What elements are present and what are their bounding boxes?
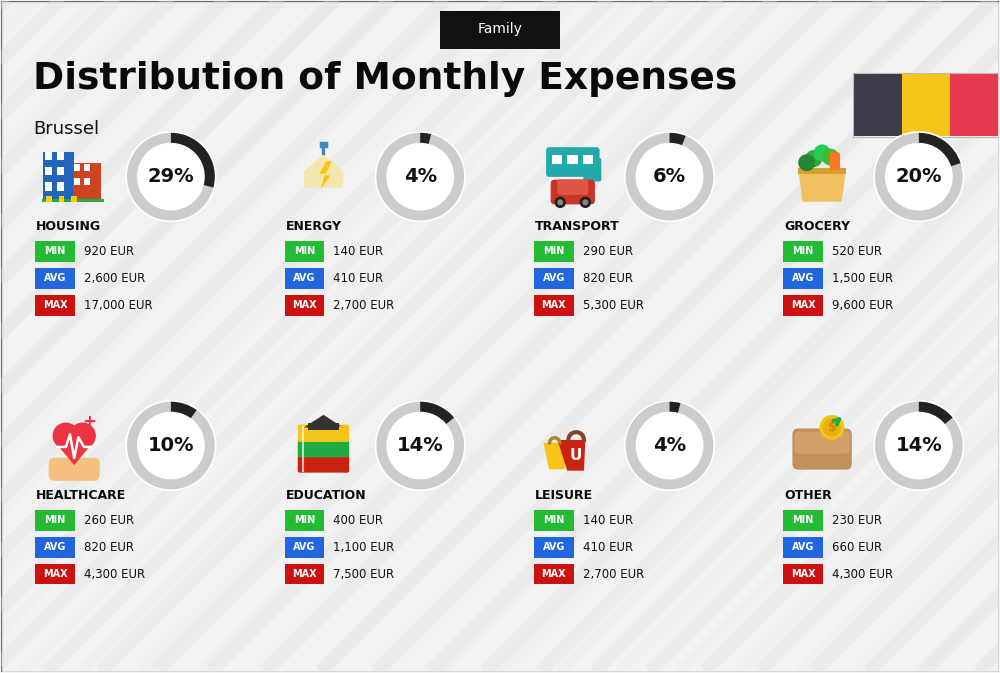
Text: 260 EUR: 260 EUR xyxy=(84,513,134,527)
FancyBboxPatch shape xyxy=(298,455,349,472)
Wedge shape xyxy=(127,402,215,489)
FancyBboxPatch shape xyxy=(285,268,324,289)
Text: MIN: MIN xyxy=(543,246,564,256)
Polygon shape xyxy=(543,443,566,469)
Text: GROCERY: GROCERY xyxy=(784,220,850,233)
Text: MAX: MAX xyxy=(791,300,815,310)
Text: MAX: MAX xyxy=(292,300,317,310)
Text: 2,700 EUR: 2,700 EUR xyxy=(333,299,395,312)
Text: 5,300 EUR: 5,300 EUR xyxy=(583,299,644,312)
FancyBboxPatch shape xyxy=(546,147,600,177)
FancyBboxPatch shape xyxy=(35,268,75,289)
FancyBboxPatch shape xyxy=(830,152,840,170)
Circle shape xyxy=(555,197,565,207)
FancyBboxPatch shape xyxy=(74,178,80,185)
Text: 14%: 14% xyxy=(895,436,942,455)
Text: MAX: MAX xyxy=(43,300,68,310)
Text: AVG: AVG xyxy=(792,542,814,552)
Wedge shape xyxy=(376,402,464,489)
Circle shape xyxy=(126,132,216,221)
Text: MIN: MIN xyxy=(793,516,814,525)
Polygon shape xyxy=(304,415,343,427)
Text: AVG: AVG xyxy=(543,273,565,283)
FancyBboxPatch shape xyxy=(854,74,902,136)
FancyBboxPatch shape xyxy=(552,155,562,164)
Text: 4,300 EUR: 4,300 EUR xyxy=(84,567,145,581)
FancyBboxPatch shape xyxy=(285,295,324,316)
Text: 820 EUR: 820 EUR xyxy=(84,540,134,554)
Text: 29%: 29% xyxy=(148,167,194,186)
Text: ENERGY: ENERGY xyxy=(286,220,342,233)
FancyBboxPatch shape xyxy=(783,268,823,289)
Circle shape xyxy=(580,197,590,207)
Text: MAX: MAX xyxy=(542,569,566,579)
Text: OTHER: OTHER xyxy=(784,489,832,502)
Text: 4%: 4% xyxy=(653,436,686,455)
Text: AVG: AVG xyxy=(792,273,814,283)
Text: HEALTHCARE: HEALTHCARE xyxy=(36,489,127,502)
Text: 10%: 10% xyxy=(148,436,194,455)
Polygon shape xyxy=(319,162,332,189)
FancyBboxPatch shape xyxy=(950,74,998,136)
FancyBboxPatch shape xyxy=(783,563,823,584)
Circle shape xyxy=(823,419,840,436)
Circle shape xyxy=(820,416,844,439)
Circle shape xyxy=(583,200,588,205)
Wedge shape xyxy=(626,402,713,489)
Text: 400 EUR: 400 EUR xyxy=(333,513,383,527)
Text: MIN: MIN xyxy=(793,246,814,256)
Text: 520 EUR: 520 EUR xyxy=(832,245,882,258)
Text: Family: Family xyxy=(478,22,522,36)
FancyBboxPatch shape xyxy=(798,168,846,174)
FancyBboxPatch shape xyxy=(42,199,104,203)
Circle shape xyxy=(126,400,216,491)
Circle shape xyxy=(53,423,78,448)
Wedge shape xyxy=(875,402,963,489)
Wedge shape xyxy=(420,133,431,144)
FancyBboxPatch shape xyxy=(534,295,574,316)
FancyBboxPatch shape xyxy=(57,167,64,175)
Text: +: + xyxy=(83,413,96,431)
Circle shape xyxy=(806,151,822,166)
FancyBboxPatch shape xyxy=(35,295,75,316)
FancyBboxPatch shape xyxy=(45,182,52,190)
Circle shape xyxy=(70,423,95,448)
Circle shape xyxy=(799,155,815,170)
Polygon shape xyxy=(53,440,95,465)
Circle shape xyxy=(823,149,838,165)
Text: MIN: MIN xyxy=(543,516,564,525)
Polygon shape xyxy=(798,171,846,202)
Text: 14%: 14% xyxy=(397,436,444,455)
Text: LEISURE: LEISURE xyxy=(535,489,593,502)
FancyBboxPatch shape xyxy=(84,178,90,185)
FancyBboxPatch shape xyxy=(551,180,595,205)
Text: MIN: MIN xyxy=(294,246,315,256)
FancyBboxPatch shape xyxy=(583,155,593,164)
FancyBboxPatch shape xyxy=(57,151,64,160)
FancyBboxPatch shape xyxy=(308,423,339,430)
FancyBboxPatch shape xyxy=(285,536,324,558)
Text: MAX: MAX xyxy=(43,569,68,579)
FancyBboxPatch shape xyxy=(298,425,349,442)
Text: MAX: MAX xyxy=(542,300,566,310)
Wedge shape xyxy=(127,133,215,221)
Circle shape xyxy=(625,132,714,221)
Text: 230 EUR: 230 EUR xyxy=(832,513,882,527)
Text: MIN: MIN xyxy=(45,246,66,256)
Text: 2,600 EUR: 2,600 EUR xyxy=(84,272,145,285)
Wedge shape xyxy=(919,402,953,424)
FancyBboxPatch shape xyxy=(567,155,578,164)
FancyBboxPatch shape xyxy=(902,74,950,136)
FancyBboxPatch shape xyxy=(45,167,52,175)
Text: MIN: MIN xyxy=(294,516,315,525)
Circle shape xyxy=(558,200,562,205)
FancyBboxPatch shape xyxy=(285,563,324,584)
Text: $: $ xyxy=(828,421,836,434)
FancyBboxPatch shape xyxy=(534,536,574,558)
Text: MAX: MAX xyxy=(791,569,815,579)
FancyBboxPatch shape xyxy=(57,182,64,190)
Text: MAX: MAX xyxy=(292,569,317,579)
Text: 1,500 EUR: 1,500 EUR xyxy=(832,272,893,285)
FancyBboxPatch shape xyxy=(84,164,90,171)
